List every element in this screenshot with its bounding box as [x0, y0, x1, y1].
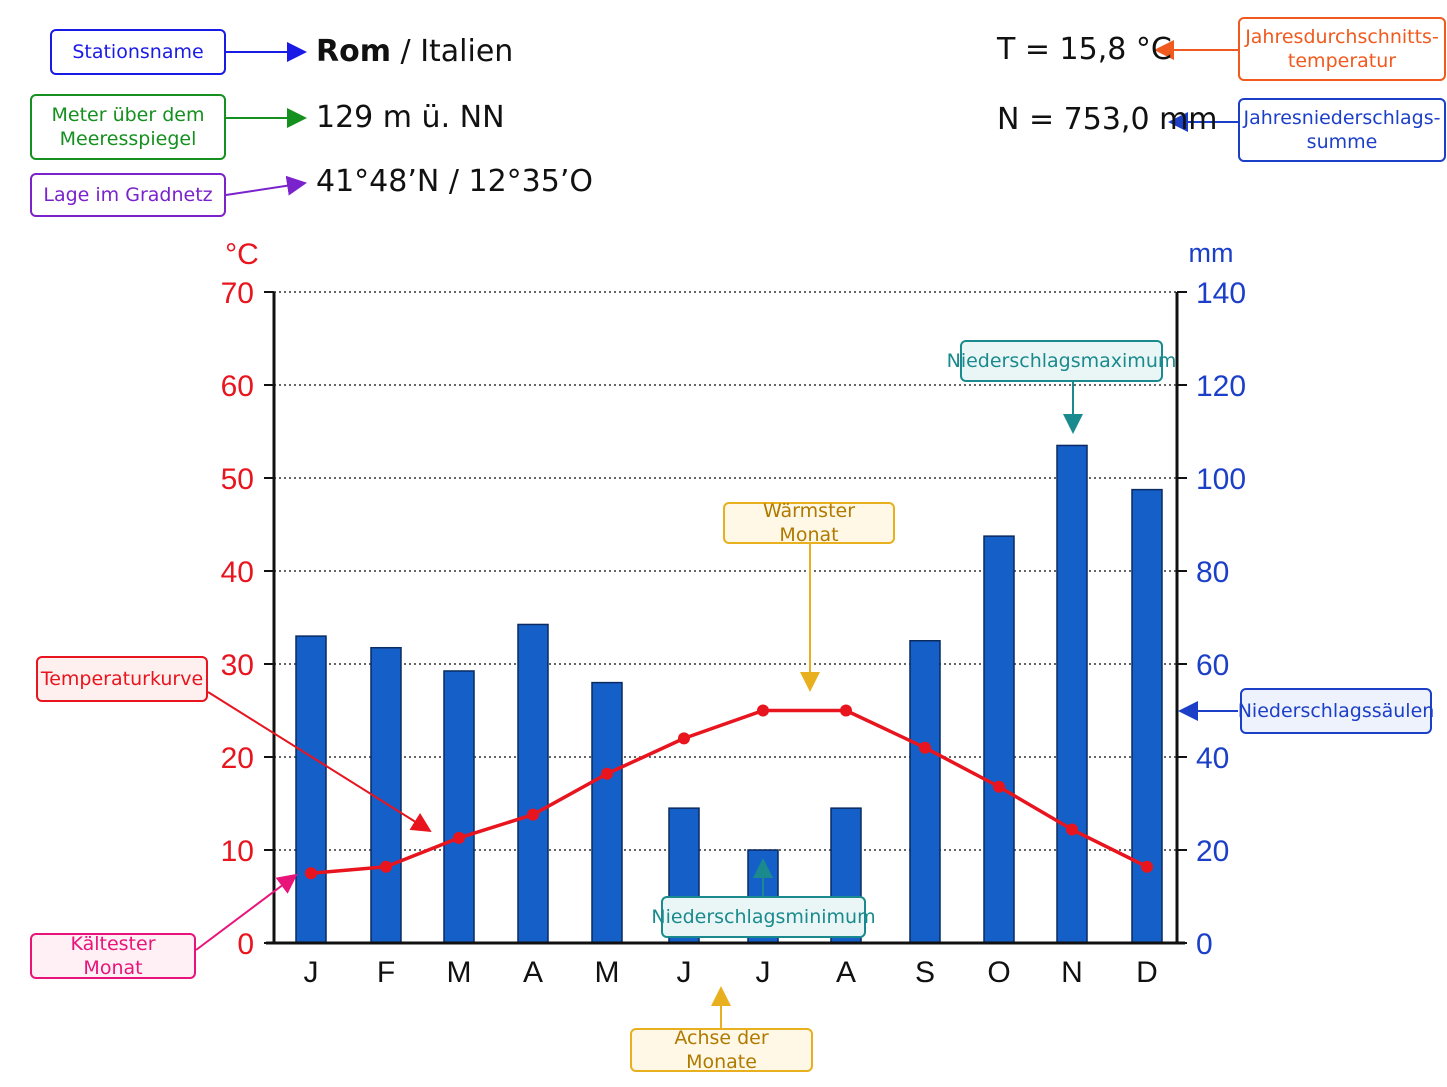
- temperature-point: [919, 741, 931, 754]
- annotation-warmest-month: Wärmster Monat: [723, 500, 895, 546]
- station-elevation: 129 m ü. NN: [316, 100, 505, 135]
- precip-bar: [983, 535, 1015, 944]
- x-tick-label: O: [987, 956, 1010, 989]
- y-right-unit: mm: [1189, 238, 1234, 268]
- station-name: Rom: [316, 34, 391, 69]
- annotation-annual-mean-temp: Jahresdurchschnitts-temperatur: [1238, 17, 1446, 81]
- annotation-annual-precip-sum: Jahresniederschlags-summe: [1238, 98, 1446, 162]
- y-right-tick-label: 140: [1196, 277, 1246, 310]
- temperature-point: [380, 860, 392, 873]
- temperature-point: [1066, 823, 1078, 836]
- tick-labels: 0 10 20 30 40 50 60 70 0 20 40 60 80 100 120 140 J F M A M J J…: [221, 277, 1246, 989]
- y-right-tick-label: 120: [1196, 370, 1246, 403]
- y-right-tick-label: 80: [1196, 556, 1229, 589]
- annotation-grid-position: Lage im Gradnetz: [30, 173, 226, 217]
- temperature-line: [310, 708, 1148, 875]
- y-left-tick-label: 40: [221, 556, 254, 589]
- x-tick-label: N: [1061, 956, 1083, 989]
- annotation-precip-bars: Niederschlagssäulen: [1238, 688, 1434, 734]
- axes: [264, 291, 1187, 945]
- station-coordinates: 41°48’N / 12°35’O: [316, 164, 594, 199]
- y-left-unit: °C: [225, 238, 259, 271]
- x-tick-label: A: [836, 956, 856, 989]
- x-tick-label: J: [677, 956, 692, 989]
- temperature-curve: [305, 704, 1153, 880]
- y-right-tick-label: 60: [1196, 649, 1229, 682]
- y-left-tick-label: 30: [221, 649, 254, 682]
- annotation-month-axis: Achse der Monate: [630, 1027, 813, 1073]
- station-country: Italien: [420, 34, 514, 69]
- x-tick-label: A: [523, 956, 543, 989]
- annotation-coldest-month: Kältester Monat: [30, 933, 196, 979]
- x-tick-label: S: [915, 956, 935, 989]
- annotation-temperature-curve: Temperaturkurve: [36, 656, 208, 702]
- precip-bar: [517, 623, 549, 944]
- y-left-tick-label: 0: [237, 928, 254, 961]
- y-left-tick-label: 70: [221, 277, 254, 310]
- precip-bar: [1131, 488, 1163, 944]
- y-left-tick-label: 10: [221, 835, 254, 868]
- annotation-precip-min: Niederschlagsminimum: [651, 896, 876, 938]
- annual-precipitation: N = 753,0 mm: [997, 102, 1218, 137]
- y-left-tick-label: 60: [221, 370, 254, 403]
- temperature-point: [757, 704, 769, 717]
- gridlines: [274, 291, 1177, 851]
- precip-bar: [909, 640, 941, 944]
- x-tick-label: F: [377, 956, 395, 989]
- temperature-point: [993, 780, 1005, 793]
- y-right-tick-label: 0: [1196, 928, 1213, 961]
- x-tick-label: D: [1136, 956, 1158, 989]
- y-right-tick-label: 40: [1196, 742, 1229, 775]
- annotation-precip-max: Niederschlagsmaximum: [947, 340, 1176, 382]
- precip-bar: [1056, 444, 1088, 944]
- annotation-station-name: Stationsname: [50, 29, 226, 75]
- y-right-tick-label: 100: [1196, 463, 1246, 496]
- y-left-tick-label: 50: [221, 463, 254, 496]
- station-separator: /: [400, 34, 411, 69]
- annotation-arrows: [195, 40, 1238, 1028]
- x-tick-label: M: [595, 956, 620, 989]
- temperature-point: [1141, 860, 1153, 873]
- precip-bar: [443, 670, 475, 944]
- temperature-point: [453, 831, 465, 844]
- y-right-tick-label: 20: [1196, 835, 1229, 868]
- temperature-point: [678, 732, 690, 745]
- temperature-point: [840, 704, 852, 717]
- temperature-point: [527, 808, 539, 821]
- station-title: Rom / Italien: [316, 34, 513, 69]
- x-tick-label: M: [447, 956, 472, 989]
- temperature-point: [305, 867, 317, 880]
- annual-temperature: T = 15,8 °C: [997, 32, 1172, 67]
- x-tick-label: J: [304, 956, 319, 989]
- precip-bar: [591, 681, 623, 944]
- annotation-elevation: Meter über dem Meeresspiegel: [30, 94, 226, 160]
- x-tick-label: J: [756, 956, 771, 989]
- precip-bar: [295, 635, 327, 944]
- y-left-tick-label: 20: [221, 742, 254, 775]
- precip-bar: [370, 646, 402, 944]
- temperature-point: [601, 767, 613, 780]
